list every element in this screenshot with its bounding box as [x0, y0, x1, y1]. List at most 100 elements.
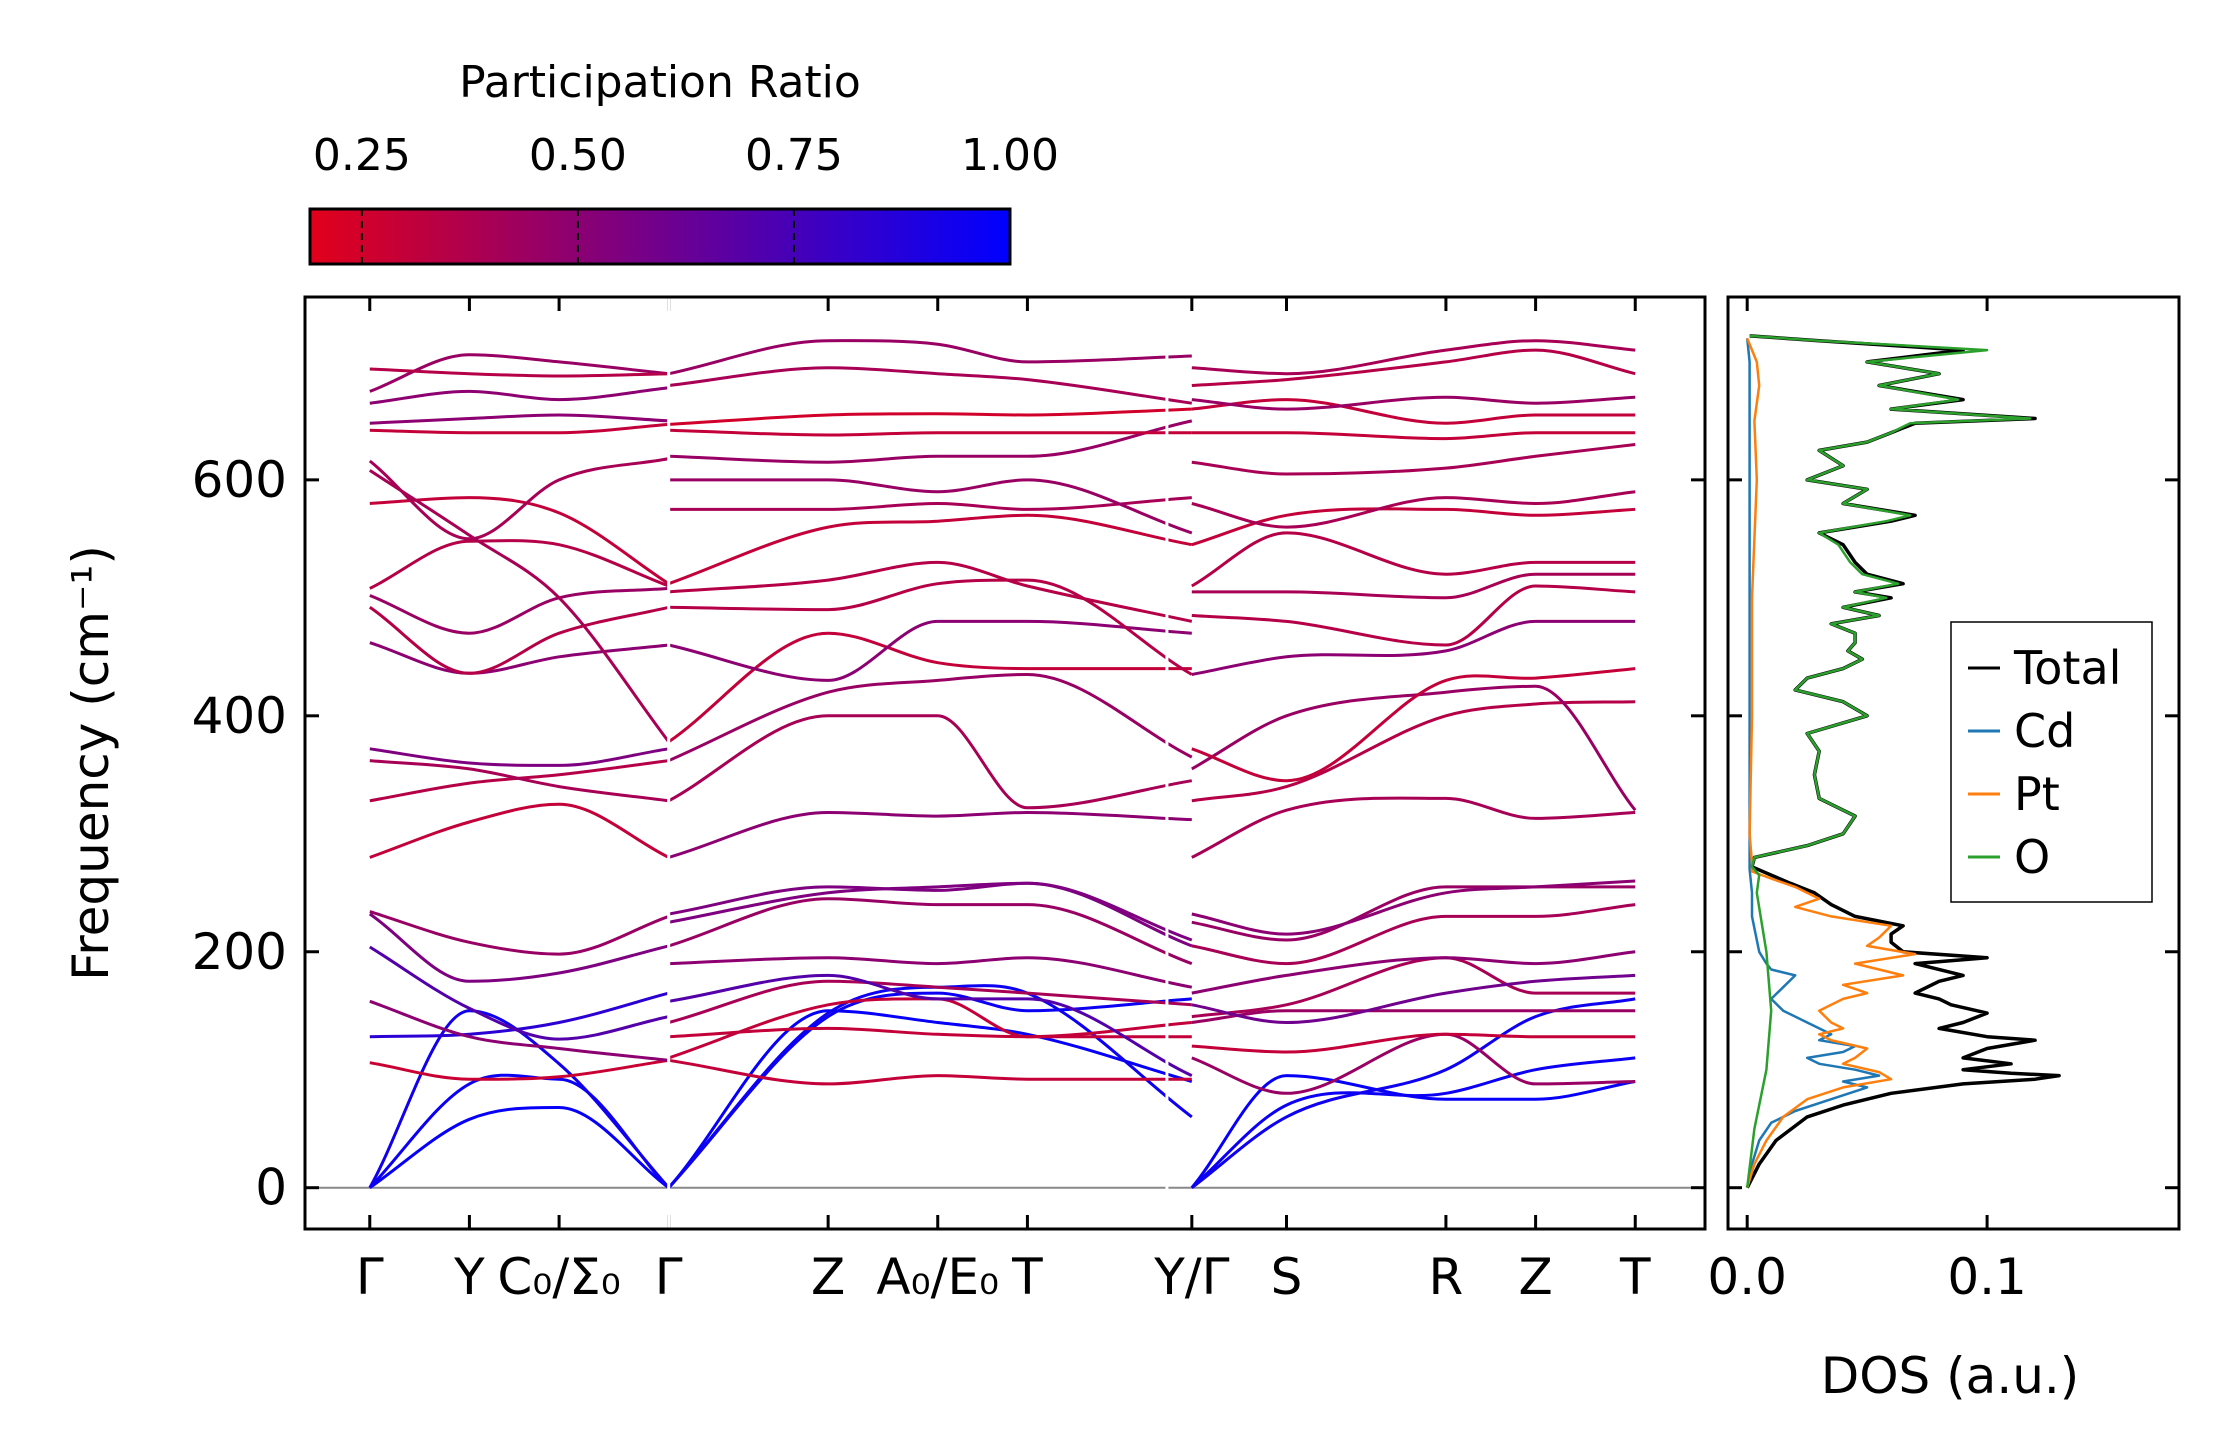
phonon-band: [368, 469, 670, 743]
phonon-band: [369, 496, 670, 585]
phonon-band: [369, 910, 670, 956]
phonon-band: [668, 979, 1192, 1024]
colorbar-title: Participation Ratio: [459, 57, 861, 108]
phonon-band: [668, 339, 1192, 376]
phonon-band: [668, 496, 1192, 511]
phonon-band: [369, 1058, 669, 1081]
dos-panel: 0.0 0.1 DOS (a.u.) Total Cd Pt O: [1707, 295, 2181, 1405]
dos-x-tick-label: 0.1: [1947, 1248, 2027, 1306]
high-symmetry-label: T: [1011, 1248, 1043, 1306]
phonon-band: [369, 386, 669, 405]
legend-label-cd: Cd: [2014, 704, 2075, 758]
legend-label-pt: Pt: [2014, 767, 2060, 821]
phonon-band: [668, 578, 1193, 676]
band-segment-1: [368, 353, 670, 1189]
phonon-band: [1191, 431, 1636, 441]
high-symmetry-label: Γ: [655, 1248, 683, 1306]
phonon-band: [668, 1058, 1192, 1086]
phonon-band: [369, 945, 670, 1041]
phonon-band: [1191, 395, 1636, 411]
phonon-band: [668, 478, 1193, 535]
dos-x-tick-label: 0.0: [1707, 1248, 1787, 1306]
phonon-band: [668, 428, 1192, 437]
colorbar-ticks: 0.25 0.50 0.75 1.00: [313, 130, 1059, 264]
colorbar: Participation Ratio 0.25 0.50 0.75 1.00: [308, 57, 1059, 266]
y-tick-label: 0: [255, 1159, 287, 1217]
dos-line-pt: [1746, 337, 1917, 1189]
high-symmetry-label: Y: [453, 1248, 485, 1306]
phonon-band: [668, 407, 1192, 426]
colorbar-tick-label: 0.50: [529, 130, 627, 181]
phonon-band: [369, 353, 669, 393]
phonon-band: [1191, 507, 1636, 547]
dos-line-cd: [1745, 338, 1881, 1188]
phonon-band: [1191, 572, 1636, 600]
colorbar-tick-label: 0.75: [745, 130, 843, 181]
high-symmetry-label: Γ: [356, 1248, 384, 1306]
high-symmetry-label: Z: [1518, 1248, 1552, 1306]
phonon-bands: [368, 339, 1637, 1189]
high-symmetry-label: A₀/E₀: [876, 1248, 999, 1306]
band-frame: [303, 295, 1707, 1231]
phonon-band: [369, 539, 670, 590]
high-symmetry-label: Z: [811, 1248, 845, 1306]
legend-label-o: O: [2014, 830, 2050, 884]
high-symmetry-label: R: [1429, 1248, 1464, 1306]
phonon-band: [1191, 667, 1636, 783]
phonon-band: [668, 956, 1193, 989]
phonon-band: [667, 714, 1193, 810]
dos-line-o: [1745, 334, 2032, 1188]
phonon-band: [1191, 531, 1636, 588]
phonon-band: [1190, 997, 1636, 1189]
phonon-band: [369, 759, 669, 803]
phonon-band: [668, 810, 1192, 859]
phonon-band: [1191, 796, 1636, 859]
phonon-band: [1191, 339, 1636, 376]
phonon-band: [368, 605, 670, 675]
dos-axes: 0.0 0.1: [1707, 297, 2179, 1306]
phonon-band: [668, 672, 1193, 762]
phonon-band: [1190, 1056, 1636, 1189]
band-segment-3: [1190, 339, 1637, 1189]
colorbar-tick-label: 1.00: [961, 130, 1059, 181]
phonon-band: [1191, 684, 1637, 812]
phonon-band: [369, 999, 669, 1062]
dos-lines: [1745, 334, 2061, 1189]
phonon-band: [668, 513, 1193, 586]
dos-frame: [1726, 295, 2181, 1231]
y-tick-label: 600: [192, 451, 287, 509]
phonon-band: [369, 747, 669, 767]
y-tick-label: 200: [192, 923, 287, 981]
phonon-band: [369, 991, 670, 1039]
high-symmetry-label: T: [1619, 1248, 1651, 1306]
phonon-band: [667, 631, 1192, 744]
phonon-band: [368, 1009, 670, 1189]
phonon-band: [1191, 950, 1636, 995]
y-tick-label: 400: [192, 687, 287, 745]
dos-legend: Total Cd Pt O: [1950, 621, 2153, 903]
phonon-band: [1191, 584, 1636, 647]
phonon-band: [668, 366, 1193, 405]
phonon-band: [369, 413, 669, 425]
phonon-band: [1191, 443, 1636, 476]
phonon-band: [668, 560, 1193, 623]
phonon-band: [369, 367, 669, 378]
high-symmetry-label: Y/Γ: [1153, 1248, 1229, 1306]
high-symmetry-label: S: [1271, 1248, 1303, 1306]
y-axis-title: Frequency (cm⁻¹): [62, 545, 120, 981]
phonon-band: [667, 1009, 1193, 1189]
phonon-band: [668, 419, 1193, 464]
phonon-band: [368, 912, 670, 983]
phonon-band: [369, 641, 669, 675]
phonon-band: [369, 422, 669, 435]
phonon-band: [1190, 1074, 1636, 1189]
phonon-band: [1191, 1009, 1636, 1024]
legend-items: Total Cd Pt O: [1968, 641, 2121, 884]
phonon-band: [668, 881, 1193, 948]
phonon-band: [668, 619, 1192, 682]
phonon-band: [369, 586, 669, 635]
phonon-band: [368, 457, 669, 541]
phonon-band: [668, 1026, 1192, 1039]
